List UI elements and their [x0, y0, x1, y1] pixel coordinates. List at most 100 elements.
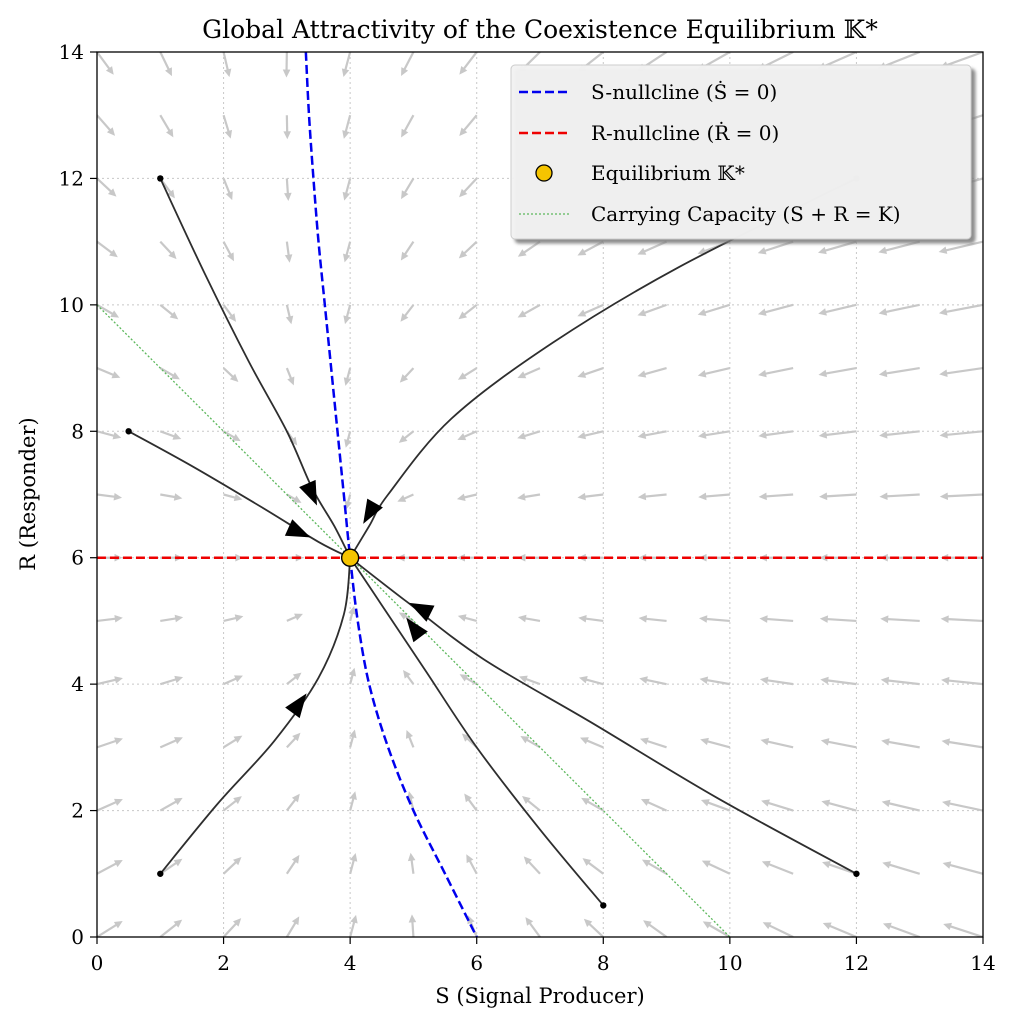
vector-arrow	[880, 615, 920, 623]
vector-arrow-head	[639, 615, 647, 623]
vector-arrow-shaft	[97, 679, 118, 684]
vector-arrow	[97, 178, 116, 196]
vector-arrow-shaft	[883, 305, 919, 313]
vector-arrow-head	[882, 861, 891, 868]
vector-arrow-head	[342, 68, 349, 77]
vector-arrow	[639, 676, 666, 684]
vector-arrow	[699, 615, 730, 623]
vector-arrow-shaft	[945, 495, 983, 497]
vector-arrow	[577, 305, 603, 317]
vector-arrow-head	[821, 738, 830, 745]
vector-arrow-shaft	[947, 864, 983, 874]
vector-arrow-head	[517, 432, 526, 439]
x-tick-label: 6	[470, 951, 483, 975]
vector-arrow-shaft	[462, 115, 476, 132]
vector-arrow-shaft	[582, 495, 603, 498]
trajectory-arrowhead	[299, 480, 317, 506]
vector-arrow	[160, 115, 173, 137]
vector-arrow-head	[579, 676, 588, 683]
vector-arrow-shaft	[948, 926, 983, 937]
vector-arrow-head	[879, 431, 887, 439]
vector-arrow-shaft	[767, 863, 794, 874]
vector-arrow	[700, 738, 730, 748]
vector-arrow	[818, 305, 856, 316]
vector-arrow-head	[174, 676, 183, 683]
vector-arrow	[287, 916, 299, 937]
x-tick-label: 10	[717, 951, 742, 975]
vector-arrow	[224, 242, 234, 262]
vector-arrow	[160, 615, 183, 623]
vector-arrow-head	[577, 371, 586, 378]
vector-arrow-head	[283, 131, 291, 139]
vector-arrow-head	[881, 677, 889, 685]
trajectory-start-point	[125, 428, 131, 434]
vector-arrow	[458, 305, 476, 319]
y-tick-label: 14	[59, 40, 84, 64]
vector-arrow-head	[175, 615, 183, 623]
vector-arrow-head	[761, 799, 770, 806]
vector-arrow	[641, 799, 667, 811]
vector-arrow	[638, 431, 667, 439]
vector-arrow	[283, 52, 291, 78]
vector-arrow-head	[759, 615, 767, 623]
vector-arrow	[525, 917, 540, 937]
vector-arrow	[97, 738, 123, 748]
vector-arrow	[224, 305, 237, 322]
legend-label-equilibrium: Equilibrium 𝕂*	[591, 161, 745, 185]
vector-arrow-shaft	[706, 863, 730, 874]
vector-arrow-shaft	[765, 741, 793, 747]
vector-arrow	[224, 918, 242, 937]
vector-arrow	[459, 115, 476, 136]
vector-arrow-shaft	[823, 368, 856, 374]
vector-arrow	[458, 614, 477, 621]
vector-arrow-head	[879, 370, 887, 378]
vector-arrow	[939, 242, 983, 254]
vector-arrow-shaft	[888, 925, 920, 937]
vector-arrow-shaft	[887, 803, 920, 811]
vector-arrow-shaft	[522, 242, 540, 254]
vector-arrow-head	[879, 492, 887, 500]
vector-arrow	[160, 242, 176, 259]
y-tick-label: 0	[71, 925, 84, 949]
vector-arrow	[701, 799, 730, 810]
vector-arrow-shaft	[645, 801, 666, 810]
vector-arrow	[518, 615, 540, 622]
vector-arrow-shaft	[97, 924, 118, 937]
vector-arrow	[642, 860, 667, 874]
trajectory-layer	[129, 178, 857, 905]
vector-arrow	[400, 368, 414, 383]
vector-arrow-head	[350, 853, 357, 862]
legend-swatch-equilibrium	[536, 165, 552, 181]
vector-arrow	[639, 615, 667, 623]
vector-arrow	[457, 431, 476, 440]
vector-arrow-shaft	[345, 52, 350, 72]
trajectory-arrowhead	[409, 603, 434, 622]
vector-arrow-head	[284, 193, 292, 201]
equilibrium-marker	[342, 549, 359, 566]
vector-arrow	[464, 794, 477, 811]
vector-arrow	[879, 492, 919, 500]
vector-arrow-head	[225, 130, 232, 139]
vector-arrow	[348, 606, 355, 621]
vector-arrow-shaft	[763, 431, 793, 435]
vector-arrow	[760, 738, 793, 747]
vector-arrow	[459, 242, 477, 259]
vector-arrow-head	[342, 130, 349, 139]
vector-arrow	[343, 178, 351, 200]
vector-arrow-shaft	[944, 52, 983, 66]
vector-arrow	[522, 796, 540, 811]
vector-arrow	[818, 368, 856, 377]
vector-arrow	[457, 494, 477, 501]
x-tick-label: 2	[217, 951, 230, 975]
vector-arrow	[97, 242, 118, 258]
vector-arrow-head	[879, 308, 888, 315]
vector-arrow	[882, 861, 919, 874]
y-tick-label: 10	[59, 293, 84, 317]
vector-arrow-head	[699, 615, 707, 623]
vector-arrow-head	[942, 800, 951, 807]
vector-arrow-shaft	[97, 52, 111, 71]
vector-arrow	[580, 737, 603, 747]
vector-arrow-shaft	[642, 305, 666, 314]
x-tick-label: 12	[844, 951, 869, 975]
vector-arrow-shaft	[823, 305, 856, 313]
